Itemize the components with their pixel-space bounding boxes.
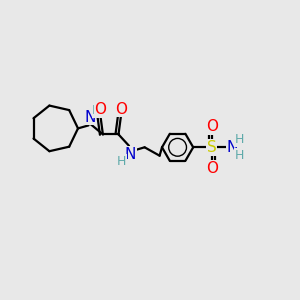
Text: O: O [206, 119, 218, 134]
Text: O: O [94, 102, 106, 117]
Text: O: O [115, 102, 127, 117]
Text: H: H [235, 148, 244, 162]
Text: H: H [92, 104, 102, 117]
Text: O: O [206, 161, 218, 176]
Text: H: H [235, 133, 244, 146]
Text: N: N [84, 110, 95, 124]
Text: N: N [226, 140, 238, 155]
Text: N: N [124, 147, 136, 162]
Text: S: S [207, 140, 217, 155]
Text: H: H [117, 155, 127, 168]
